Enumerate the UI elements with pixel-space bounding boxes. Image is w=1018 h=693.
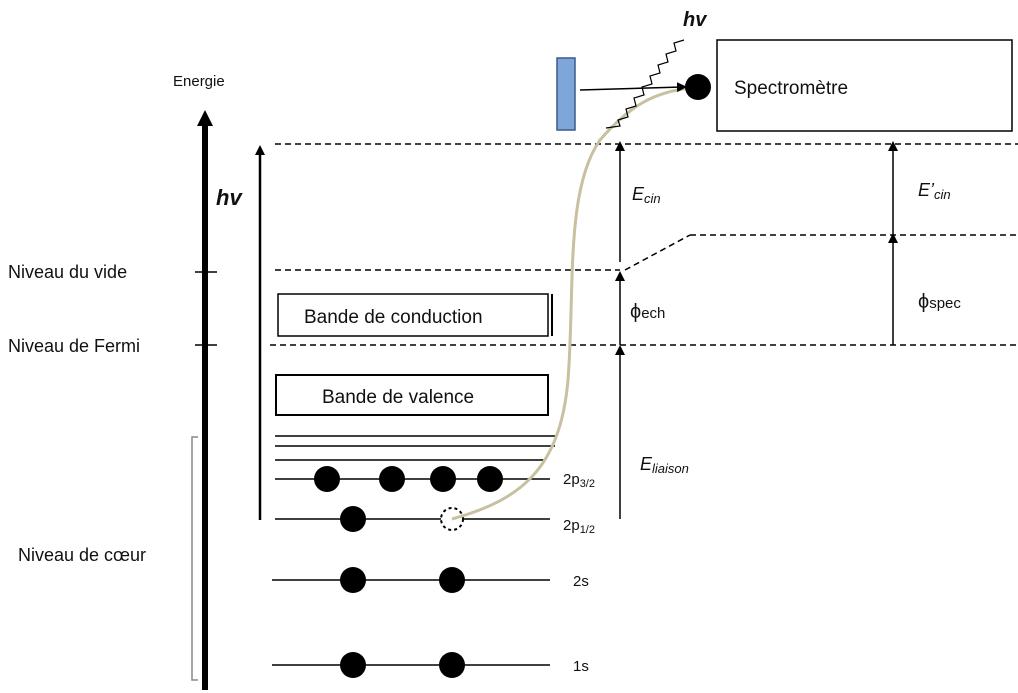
electron-1s-2 — [439, 652, 465, 678]
electron-2p32-1 — [314, 466, 340, 492]
photoelectron-trajectory — [451, 86, 691, 521]
electron-emission-arrow — [579, 82, 687, 93]
conduction-band-label: Bande de conduction — [304, 307, 483, 328]
electron-2p32-3 — [430, 466, 456, 492]
vacuum-slope-dashed-line — [624, 234, 691, 271]
orbital-2s-label: 2s — [573, 573, 589, 590]
electron-2s-1 — [340, 567, 366, 593]
photon-wave — [605, 39, 685, 129]
vacuum-level-label: Niveau du vide — [8, 262, 127, 282]
sample-plate — [556, 57, 576, 131]
core-level-bracket — [191, 436, 198, 681]
electron-2p32-4 — [477, 466, 503, 492]
phi-ech-label: ϕech — [630, 301, 665, 323]
electron-1s-1 — [340, 652, 366, 678]
spectrometer-box — [716, 39, 1013, 132]
orbital-2p12-label: 2p1/2 — [563, 517, 595, 536]
spectrometer-label: Spectromètre — [734, 78, 848, 99]
emitted-electron — [685, 74, 711, 100]
valence-band-box — [275, 374, 549, 416]
e-liaison-label: Eliaison — [640, 454, 689, 476]
hv-axis-label: hv — [216, 185, 243, 210]
electron-2p12-1 — [340, 506, 366, 532]
e-cin-prime-label: E’cin — [918, 180, 951, 202]
phi-spec-label: ϕspec — [918, 291, 961, 313]
core-level-label: Niveau de cœur — [18, 545, 146, 565]
fermi-level-label: Niveau de Fermi — [8, 336, 140, 356]
orbital-1s-label: 1s — [573, 658, 589, 675]
electron-2s-2 — [439, 567, 465, 593]
energy-axis-label: Energie — [173, 73, 225, 90]
hv-photon-label: hv — [683, 9, 708, 31]
electron-2p32-2 — [379, 466, 405, 492]
conduction-band-box — [277, 293, 549, 337]
e-cin-label: Ecin — [632, 184, 661, 206]
valence-band-label: Bande de valence — [322, 387, 474, 408]
orbital-2p32-label: 2p3/2 — [563, 471, 595, 490]
